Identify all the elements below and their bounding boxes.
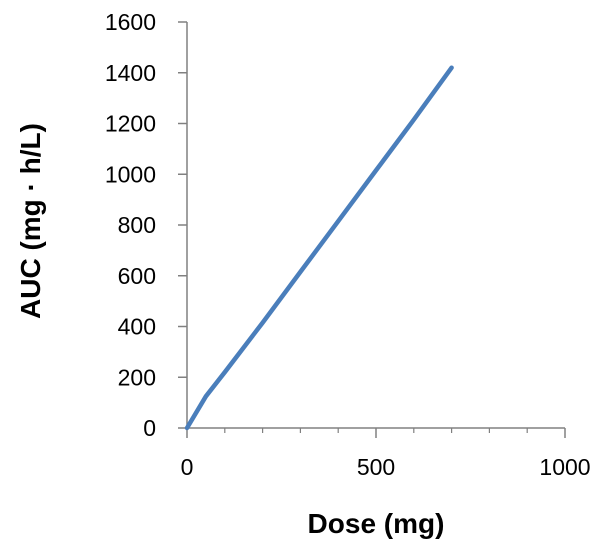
y-tick-label: 200 [118,364,156,390]
y-tick-label: 800 [118,212,156,238]
y-tick-label: 0 [143,415,156,441]
y-axis-title: AUC (mg · h/L) [15,123,46,319]
y-axis: 0 200 400 600 800 1000 1200 1400 1600 [105,9,188,441]
x-tick-label: 0 [181,454,194,480]
y-tick-label: 1000 [105,161,156,187]
y-tick-label: 1200 [105,111,156,137]
x-axis-title: Dose (mg) [308,508,445,539]
x-tick-label: 500 [357,454,395,480]
x-tick-label: 1000 [539,454,590,480]
x-axis: 0 500 1000 [181,427,591,480]
y-tick-label: 400 [118,314,156,340]
y-tick-label: 1400 [105,60,156,86]
plot-area [184,65,454,431]
y-tick-label: 600 [118,263,156,289]
series-line [184,65,454,431]
y-tick-label: 1600 [105,9,156,35]
